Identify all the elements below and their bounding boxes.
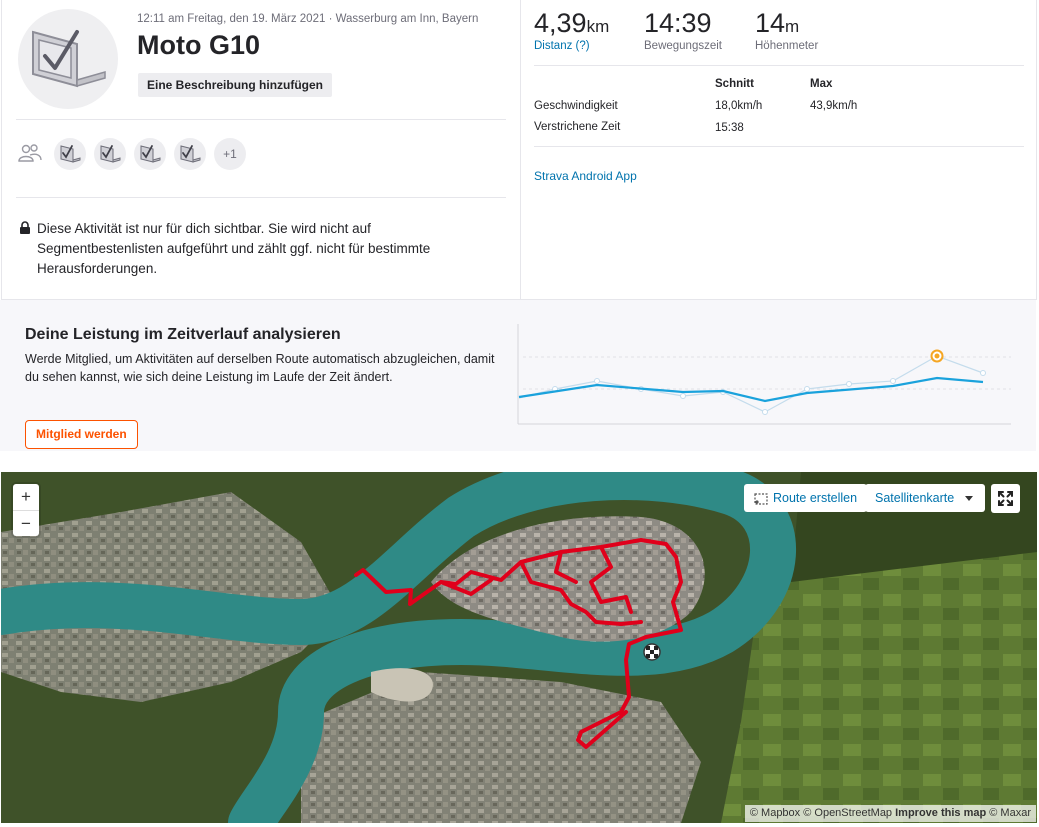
divider [16, 197, 506, 198]
mapbox-credit-link[interactable]: © Mapbox [749, 807, 801, 819]
lock-icon [20, 221, 30, 234]
stat-distance: 4,39km Distanz (?) [534, 8, 609, 52]
zoom-in-button[interactable]: + [21, 487, 31, 506]
stats-header-avg: Schnitt [715, 78, 754, 90]
stat-elevation-value: 14 [755, 8, 786, 38]
stat-moving-time: 14:39 Bewegungszeit [644, 8, 722, 52]
activity-card: 12:11 am Freitag, den 19. März 2021 · Wa… [1, 0, 1037, 300]
improve-map-link[interactable]: Improve this map [895, 807, 987, 819]
zoom-out-button[interactable]: − [13, 510, 39, 536]
stat-distance-label-link[interactable]: Distanz (?) [534, 40, 590, 52]
stats-row-label: Verstrichene Zeit [534, 121, 621, 133]
privacy-notice: Diese Aktivität ist nur für dich sichtba… [37, 221, 431, 276]
kudo-avatar[interactable] [174, 138, 206, 170]
stats-row-max: 43,9km/h [810, 100, 858, 112]
stats-row-label: Geschwindigkeit [534, 100, 618, 112]
become-member-button[interactable]: Mitglied werden [25, 420, 138, 449]
group-activity-icon[interactable] [18, 143, 42, 163]
device-app-link[interactable]: Strava Android App [534, 169, 637, 183]
activity-type-avatar [18, 9, 118, 109]
kudo-avatar[interactable] [134, 138, 166, 170]
checkbox-laptop-icon [100, 145, 121, 163]
stat-moving-time-value: 14:39 [644, 8, 712, 38]
create-route-label: Route erstellen [773, 491, 858, 505]
upsell-title: Deine Leistung im Zeitverlauf analysiere… [25, 326, 341, 343]
activity-datetime-location: 12:11 am Freitag, den 19. März 2021 · Wa… [137, 13, 479, 25]
kudos-more-count[interactable]: +1 [214, 138, 246, 170]
activity-map[interactable]: + − Route erstellen Satellitenkarte © Ma… [1, 472, 1037, 823]
divider [534, 146, 1024, 147]
maxar-credit-link[interactable]: © Maxar [989, 807, 1031, 819]
caret-down-icon [965, 496, 973, 501]
satellite-map-imagery [1, 472, 1037, 823]
add-description-button[interactable]: Eine Beschreibung hinzufügen [138, 73, 333, 97]
map-type-label: Satellitenkarte [875, 491, 955, 505]
activity-title: Moto G10 [137, 30, 261, 60]
create-route-button[interactable]: Route erstellen [744, 484, 868, 512]
checkbox-laptop-icon [60, 145, 81, 163]
kudo-avatar[interactable] [94, 138, 126, 170]
performance-upsell: Deine Leistung im Zeitverlauf analysiere… [0, 300, 1036, 451]
checkbox-laptop-icon [140, 145, 161, 163]
stats-row-avg: 18,0km/h [715, 100, 763, 112]
stat-elevation: 14m Höhenmeter [755, 8, 818, 52]
stat-elevation-label: Höhenmeter [755, 40, 819, 52]
stat-distance-value: 4,39 [534, 8, 587, 38]
activity-stats: 4,39km Distanz (?) 14:39 Bewegungszeit 1… [522, 0, 1038, 299]
checkbox-laptop-icon [180, 145, 201, 163]
activity-summary: 12:11 am Freitag, den 19. März 2021 · Wa… [2, 0, 521, 299]
zoom-control: + − [13, 484, 39, 536]
fullscreen-button[interactable] [991, 484, 1020, 513]
osm-credit-link[interactable]: © OpenStreetMap [803, 807, 893, 819]
fullscreen-icon [998, 491, 1013, 506]
upsell-text: Werde Mitglied, um Aktivitäten auf derse… [25, 352, 495, 384]
stat-distance-unit: km [586, 17, 610, 36]
performance-preview-graphic [517, 324, 1011, 425]
checkbox-laptop-icon [32, 30, 106, 88]
kudo-avatar[interactable] [54, 138, 86, 170]
route-dashed-icon [754, 493, 768, 505]
stat-moving-time-label: Bewegungszeit [644, 40, 722, 52]
map-type-dropdown[interactable]: Satellitenkarte [865, 484, 985, 512]
divider [534, 65, 1024, 66]
divider [16, 119, 506, 120]
stats-row-avg: 15:38 [715, 122, 744, 134]
map-attribution: © Mapbox © OpenStreetMap Improve this ma… [744, 805, 1036, 822]
stats-header-max: Max [810, 78, 833, 90]
stat-elevation-unit: m [785, 17, 800, 36]
